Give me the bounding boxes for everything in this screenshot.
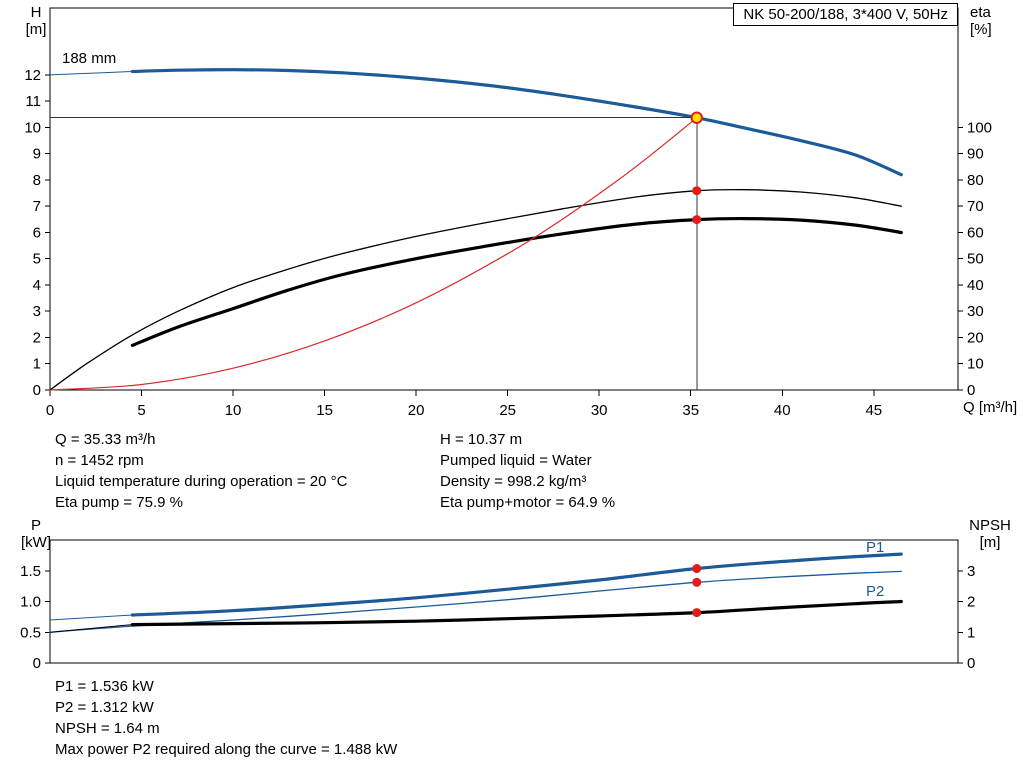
h-axis-label: H [m] [16, 4, 56, 38]
right-axis-tick-label: 3 [967, 563, 975, 580]
left-axis-tick-label: 6 [33, 224, 41, 241]
right-axis-tick-label: 30 [967, 303, 984, 320]
right-axis-tick-label: 70 [967, 198, 984, 215]
curve-p1 [130, 552, 903, 617]
right-axis-tick-label: 10 [967, 356, 984, 373]
axis-label-line: [%] [970, 21, 992, 38]
liquid-temp-value: Liquid temperature during operation = 20… [55, 473, 348, 490]
operating-data-right: H = 10.37 m Pumped liquid = Water Densit… [440, 429, 615, 513]
p1-value: P1 = 1.536 kW [55, 678, 154, 695]
left-axis-tick-label: 3 [33, 303, 41, 320]
x-axis-tick-label: 45 [865, 402, 882, 419]
impeller-diameter-label: 188 mm [62, 50, 117, 67]
left-axis-tick-label: 7 [33, 198, 41, 215]
left-axis-tick-label: 0 [33, 382, 41, 399]
right-axis-tick-label: 40 [967, 277, 984, 294]
max-power-value: Max power P2 required along the curve = … [55, 741, 398, 758]
right-axis-tick-label: 90 [967, 146, 984, 163]
curve-head-188-mm [130, 68, 903, 177]
left-axis-tick-label: 5 [33, 251, 41, 268]
curve-eta-pump [49, 188, 902, 391]
left-axis-tick-label: 11 [25, 93, 41, 110]
x-axis-tick-label: 20 [408, 402, 425, 419]
right-axis-tick-label: 50 [967, 251, 984, 268]
left-axis-tick-label: 2 [33, 329, 41, 346]
eta-axis-label: eta [%] [970, 4, 1020, 38]
speed-value: n = 1452 rpm [55, 452, 144, 469]
curve-p1-lead [49, 614, 133, 621]
x-axis-tick-label: 5 [137, 402, 145, 419]
head-value: H = 10.37 m [440, 431, 523, 448]
duty-point-marker[interactable] [690, 111, 703, 124]
right-axis-tick-label: 20 [967, 329, 984, 346]
x-axis-tick-label: 10 [225, 402, 242, 419]
axis-label-line: [m] [25, 21, 47, 38]
left-axis-tick-label: 1 [33, 356, 41, 373]
p2-curve-label: P2 [866, 583, 885, 600]
pump-model-title: NK 50-200/188, 3*400 V, 50Hz [733, 3, 958, 26]
curve-point-marker [692, 577, 702, 587]
p-axis-label: P [kW] [14, 517, 58, 551]
density-value: Density = 998.2 kg/m³ [440, 473, 587, 490]
left-axis-tick-label: 10 [24, 119, 41, 136]
right-axis-tick-label: 1 [967, 624, 975, 641]
right-axis-tick-label: 60 [967, 224, 984, 241]
left-axis-tick-label: 9 [33, 146, 41, 163]
left-axis-tick-label: 1.0 [20, 594, 41, 611]
p1-curve-label: P1 [866, 539, 885, 556]
curve-npsh-lead [49, 624, 133, 633]
x-axis-tick-label: 15 [316, 402, 333, 419]
axis-label-line: H [30, 4, 42, 21]
left-axis-tick-label: 0.5 [20, 624, 41, 641]
x-axis-tick-label: 30 [591, 402, 608, 419]
chart-frame [49, 7, 959, 391]
curve-npsh [130, 599, 903, 627]
curve-point-marker [692, 215, 702, 225]
x-axis-tick-label: 40 [774, 402, 791, 419]
curve-point-marker [692, 608, 702, 618]
left-axis-tick-label: 0 [33, 655, 41, 672]
right-axis-tick-label: 0 [967, 382, 975, 399]
left-axis-tick-label: 1.5 [20, 563, 41, 580]
p2-value: P2 = 1.312 kW [55, 699, 154, 716]
axis-label-line: eta [970, 4, 991, 21]
right-axis-tick-label: 2 [967, 594, 975, 611]
right-axis-tick-label: 0 [967, 655, 975, 672]
eta-pump-motor-value: Eta pump+motor = 64.9 % [440, 494, 616, 511]
axis-label-line: [kW] [21, 534, 51, 551]
flow-value: Q = 35.33 m³/h [55, 431, 156, 448]
left-axis-tick-label: 8 [33, 172, 41, 189]
npsh-axis-label: NPSH [m] [964, 517, 1016, 551]
axis-label-line: [m] [979, 534, 1001, 551]
curve-eta-pump-motor [130, 216, 903, 347]
q-axis-label: Q [m³/h] [963, 399, 1018, 416]
curve-head-188-mm-lead [49, 71, 133, 76]
x-axis-tick-label: 0 [46, 402, 54, 419]
curve-system-curve [49, 117, 698, 391]
right-axis-tick-label: 80 [967, 172, 984, 189]
curve-point-marker [692, 564, 702, 574]
power-data-block: P1 = 1.536 kW P2 = 1.312 kW NPSH = 1.64 … [55, 676, 397, 760]
pumped-liquid-value: Pumped liquid = Water [440, 452, 592, 469]
axis-label-line: P [30, 517, 41, 534]
curve-point-marker [692, 186, 702, 196]
axis-label-line: NPSH [969, 517, 1011, 534]
x-axis-tick-label: 35 [682, 402, 699, 419]
left-axis-tick-label: 4 [33, 277, 41, 294]
left-axis-tick-label: 12 [24, 67, 41, 84]
right-axis-tick-label: 100 [967, 119, 992, 136]
x-axis-tick-label: 25 [499, 402, 516, 419]
operating-data-left: Q = 35.33 m³/h n = 1452 rpm Liquid tempe… [55, 429, 347, 513]
npsh-value: NPSH = 1.64 m [55, 720, 160, 737]
eta-pump-value: Eta pump = 75.9 % [55, 494, 183, 511]
